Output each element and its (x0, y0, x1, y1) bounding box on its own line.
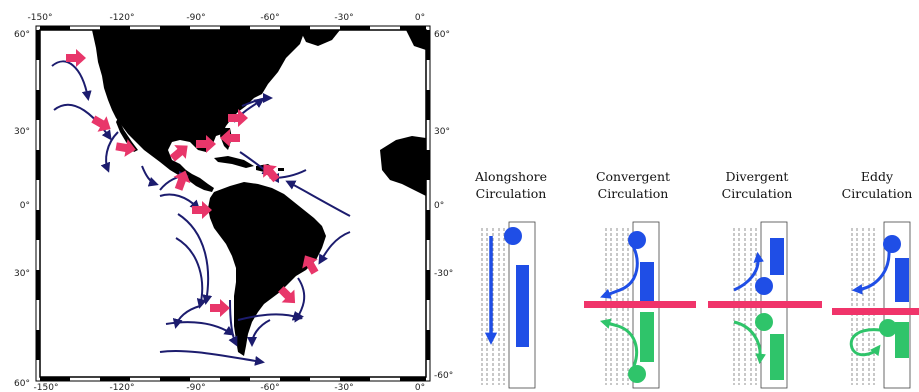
lon-tick-bottom: -90° (186, 383, 205, 392)
panel-alongshore (481, 221, 536, 389)
flow-lines (851, 228, 875, 385)
lon-tick-top: 0° (415, 13, 425, 23)
lat-tick-right: 30° (434, 127, 450, 137)
panel-title-convergent-2: Circulation (598, 186, 669, 201)
lat-tick-right: -30° (434, 269, 453, 279)
lat-tick-left: 30° (14, 269, 30, 279)
panel-eddy (832, 221, 919, 389)
land (92, 30, 426, 356)
lat-tick-right: -60° (434, 371, 453, 381)
lon-tick-bottom: -150° (34, 383, 59, 392)
lon-tick-top: -150° (28, 13, 53, 23)
cuba (214, 156, 254, 168)
lat-tick-right: 0° (434, 201, 444, 211)
lat-tick-left: 60° (14, 30, 30, 40)
blue-circle (628, 231, 646, 249)
green-arrow (733, 320, 766, 365)
panel-titles: Alongshore Circulation Convergent Circul… (474, 169, 912, 201)
green-arrow (599, 318, 639, 367)
panel-title-divergent-2: Circulation (722, 186, 793, 201)
lon-ticks-top: -150° -120° -90° -60° -30° 0° (28, 13, 426, 23)
lat-tick-left: 60° (14, 379, 30, 389)
lat-tick-right: 60° (434, 30, 450, 40)
green-circle (755, 313, 773, 331)
lon-tick-top: -120° (110, 13, 135, 23)
baja-california (116, 118, 138, 152)
map-frame-ticks (36, 26, 430, 381)
lon-tick-top: -60° (260, 13, 279, 23)
blue-circle (883, 235, 901, 253)
panel-title-eddy-1: Eddy (861, 169, 894, 184)
lon-tick-top: -30° (334, 13, 353, 23)
green-circle (879, 319, 897, 337)
panel-title-eddy-2: Circulation (842, 186, 913, 201)
panel-title-alongshore-2: Circulation (476, 186, 547, 201)
green-bar (895, 322, 909, 358)
panel-title-convergent-1: Convergent (596, 169, 670, 184)
green-bar (640, 312, 654, 362)
lat-ticks-left: 60° 30° 0° 30° 60° (14, 30, 30, 389)
lat-ticks-right: 60° 30° 0° -30° -60° (434, 30, 453, 381)
lon-tick-bottom: 0° (415, 383, 425, 392)
north-america (92, 30, 305, 192)
blue-arrow (733, 251, 764, 292)
lon-tick-bottom: -120° (110, 383, 135, 392)
blue-arrow (851, 249, 891, 295)
flow-lines (481, 228, 505, 385)
front-bar (708, 301, 822, 308)
green-circle (628, 365, 646, 383)
front-bar (584, 301, 696, 308)
africa (380, 136, 426, 196)
lon-tick-bottom: -30° (334, 383, 353, 392)
panel-convergent (584, 221, 696, 389)
blue-bar (516, 265, 529, 347)
flow-lines (605, 228, 629, 385)
panel-title-divergent-1: Divergent (726, 169, 789, 184)
blue-bar (770, 238, 784, 275)
lat-tick-left: 0° (20, 201, 30, 211)
green-eddy-arrow (849, 328, 881, 357)
panel-title-alongshore-1: Alongshore (474, 169, 547, 184)
blue-circle (504, 227, 522, 245)
puerto-rico (278, 168, 284, 171)
lon-tick-bottom: -60° (260, 383, 279, 392)
blue-bar (640, 262, 654, 304)
europe (406, 30, 426, 50)
panel-divergent (708, 221, 822, 389)
lon-ticks-bottom: -150° -120° -90° -60° -30° 0° (34, 383, 426, 392)
map: -150° -120° -90° -60° -30° 0° -150° -120… (14, 13, 453, 392)
green-bar (770, 334, 784, 380)
greenland (300, 30, 340, 46)
blue-circle (755, 277, 773, 295)
blue-bar (895, 258, 909, 302)
lon-tick-top: -90° (186, 13, 205, 23)
south-america (208, 182, 326, 356)
lat-tick-left: 30° (14, 127, 30, 137)
blue-arrow (600, 245, 639, 299)
front-bar (832, 308, 919, 315)
marker-arrows (66, 49, 319, 317)
